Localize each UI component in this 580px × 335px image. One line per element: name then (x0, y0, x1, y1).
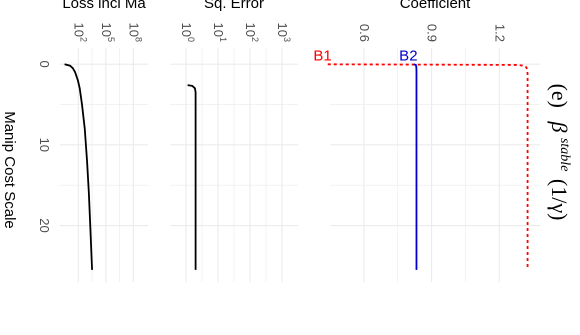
sq-error-panel: 103 102 101 100 Sq. Error (170, 0, 298, 282)
y-tick-label: 101 (211, 23, 228, 42)
y-tick-label: 0.9 (425, 24, 440, 42)
series-label-b2: B2 (399, 47, 417, 64)
series-line-b2 (413, 63, 418, 270)
y-axis-title: Coefficient (400, 0, 471, 12)
series-line (64, 63, 93, 270)
y-tick-label: 100 (179, 23, 196, 42)
y-axis-title: Loss incl Ma (62, 0, 146, 12)
y-tick-label: 105 (99, 23, 116, 42)
panel-title: (e) β stable (1/γ) (547, 84, 580, 221)
series-label-b1: B1 (313, 47, 331, 64)
series-line (187, 84, 197, 270)
coefficient-panel: 1.2 0.9 0.6 Coefficient B1 B2 (313, 0, 540, 282)
x-tick-label: 20 (37, 218, 52, 232)
y-tick-label: 103 (275, 23, 292, 42)
panel-label: (e) (547, 84, 572, 108)
x-tick-label: 10 (37, 138, 52, 152)
series-line-b1 (327, 63, 529, 270)
y-tick-label: 108 (126, 23, 143, 42)
beta-symbol: β (547, 121, 572, 133)
beta-superscript: stable (557, 138, 572, 171)
y-axis-title: Sq. Error (204, 0, 264, 12)
y-tick-label: 1.2 (492, 24, 507, 42)
y-tick-label: 0.6 (357, 24, 372, 42)
x-tick-label: 0 (37, 61, 52, 68)
y-tick-label: 102 (243, 23, 260, 42)
y-tick-label: 102 (71, 23, 88, 42)
beta-argument: (1/γ) (547, 179, 572, 221)
x-axis-title: Manip Cost Scale (1, 111, 18, 229)
loss-panel: 108 105 102 Loss incl Ma 0 10 20 (37, 0, 148, 282)
